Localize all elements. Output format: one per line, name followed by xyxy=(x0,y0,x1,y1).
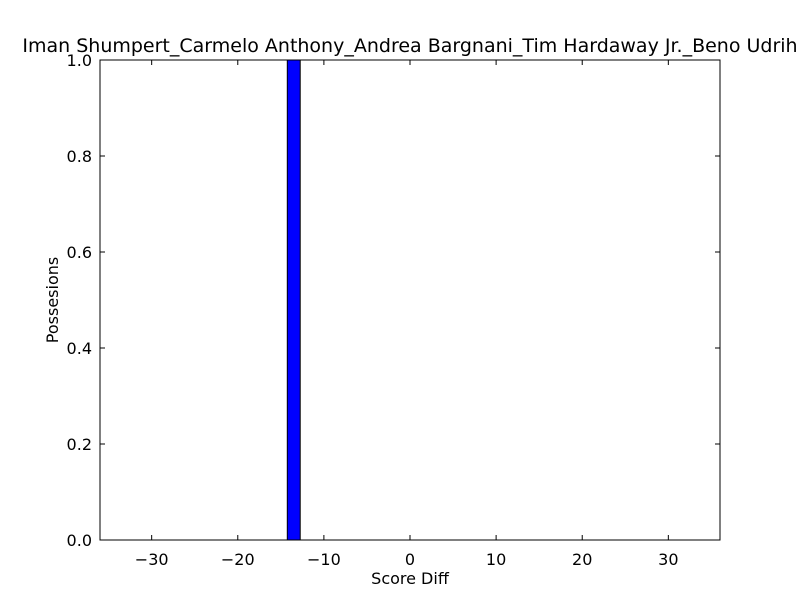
y-tick-label: 0.4 xyxy=(67,339,92,358)
chart-title: Iman Shumpert_Carmelo Anthony_Andrea Bar… xyxy=(22,35,797,57)
x-tick-label: 20 xyxy=(572,550,592,569)
bars-layer xyxy=(286,59,301,541)
x-tick-label: −30 xyxy=(135,550,169,569)
y-tick-label: 0.8 xyxy=(67,147,92,166)
y-tick-label: 0.6 xyxy=(67,243,92,262)
x-axis-ticks: −30 −20 −10 0 10 20 30 xyxy=(135,60,679,569)
y-tick-label: 0.0 xyxy=(67,531,92,550)
y-axis-ticks: 0.0 0.2 0.4 0.6 0.8 1.0 xyxy=(67,51,720,550)
y-tick-label: 1.0 xyxy=(67,51,92,70)
x-tick-label: −10 xyxy=(307,550,341,569)
x-tick-label: 0 xyxy=(405,550,415,569)
y-axis-label: Possesions xyxy=(43,257,62,343)
y-tick-label: 0.2 xyxy=(67,435,92,454)
x-tick-label: 30 xyxy=(658,550,678,569)
x-tick-label: 10 xyxy=(486,550,506,569)
bar-0 xyxy=(286,59,301,541)
x-tick-label: −20 xyxy=(221,550,255,569)
x-axis-label: Score Diff xyxy=(371,569,450,588)
